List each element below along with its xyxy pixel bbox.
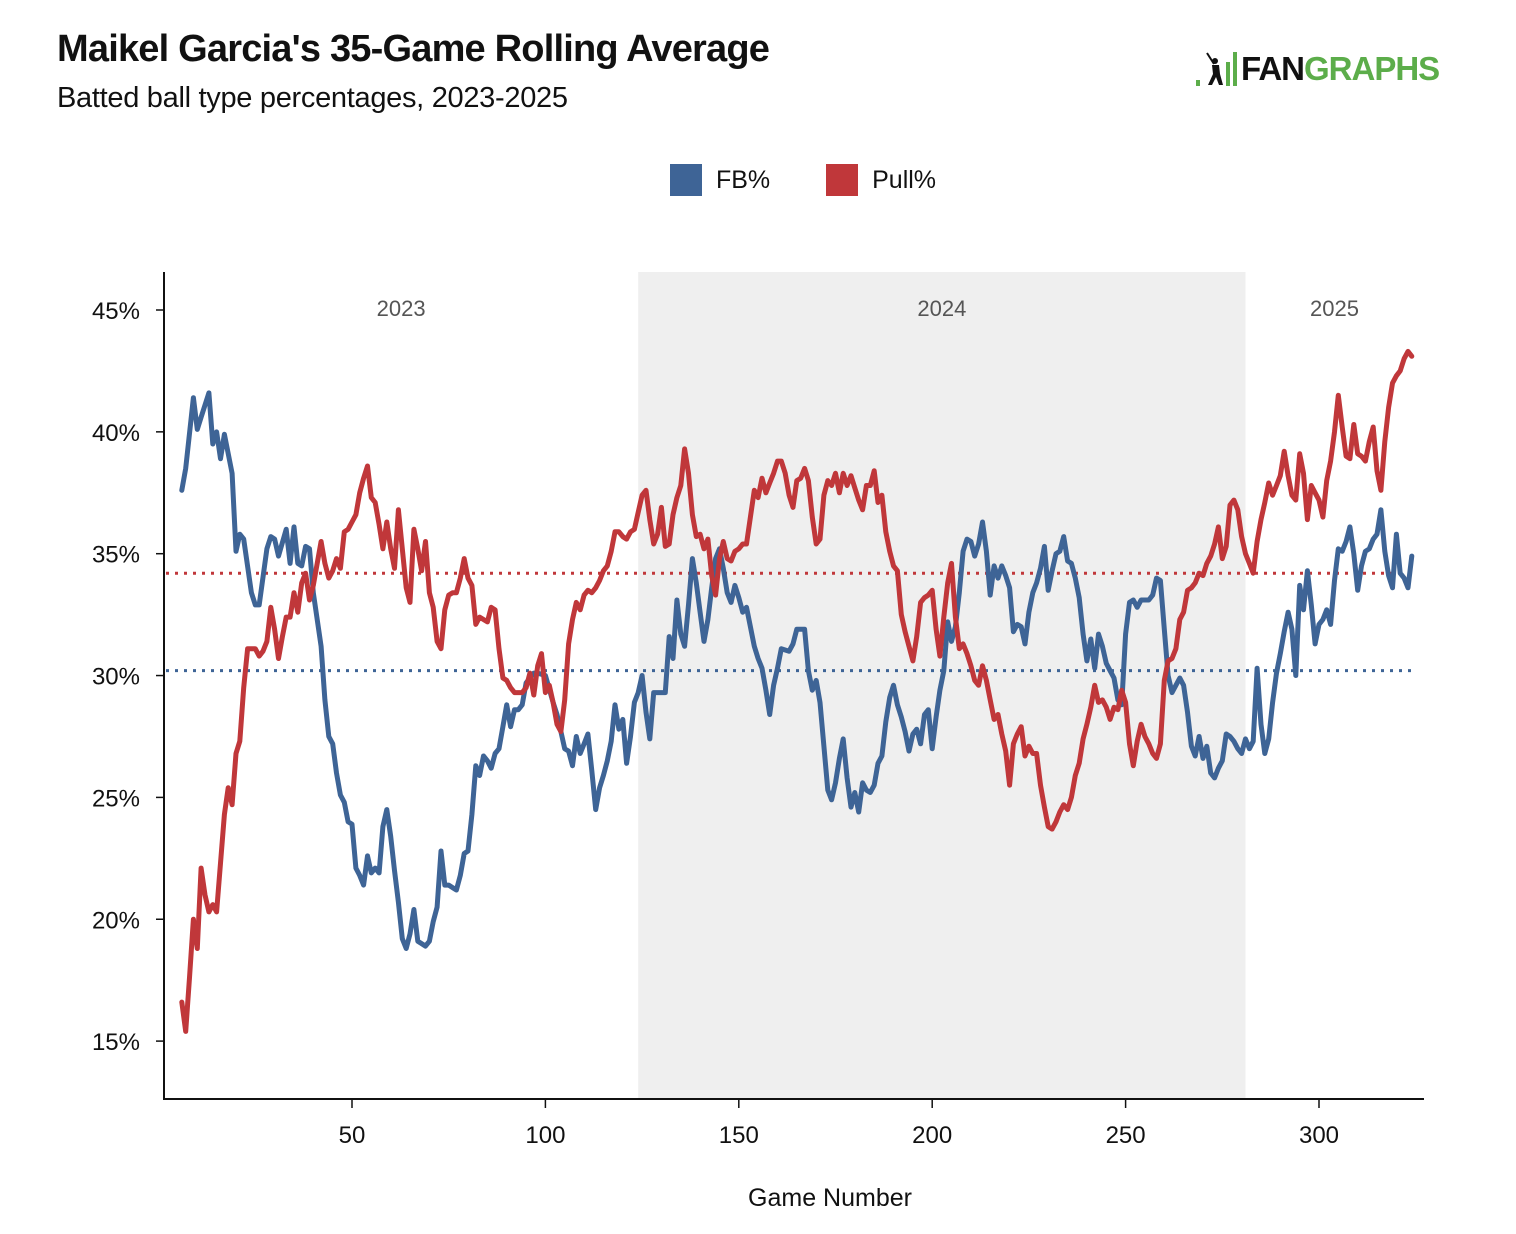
legend-swatch-fb bbox=[669, 164, 702, 196]
y-tick-label: 15% bbox=[92, 1029, 140, 1056]
legend-label-fb: FB% bbox=[715, 165, 771, 194]
axes bbox=[163, 272, 1424, 1100]
fangraphs-logo: FAN GRAPHS bbox=[1196, 46, 1440, 87]
y-tick-label: 35% bbox=[92, 542, 140, 569]
era-label-2025: 2025 bbox=[1310, 296, 1359, 321]
logo-bars-icon-2 bbox=[1226, 52, 1237, 86]
batter-icon bbox=[1206, 52, 1223, 85]
series-lines bbox=[179, 348, 1415, 1034]
logo-text-graphs: GRAPHS bbox=[1304, 50, 1440, 87]
legend-item-pull: Pull% bbox=[826, 164, 936, 196]
x-tick-label: 300 bbox=[1299, 1122, 1339, 1149]
series-line-pull bbox=[179, 348, 1415, 1034]
chart-title: Maikel Garcia's 35-Game Rolling Average bbox=[57, 28, 770, 70]
era-label-2023: 2023 bbox=[377, 296, 426, 321]
logo-bars-icon bbox=[1196, 52, 1200, 86]
series-line-fb bbox=[179, 390, 1415, 951]
x-tick-label: 100 bbox=[525, 1122, 565, 1149]
logo-text-fan: FAN bbox=[1241, 50, 1305, 87]
y-tick-label: 30% bbox=[92, 664, 140, 691]
y-tick-label: 25% bbox=[92, 785, 140, 812]
x-tick-label: 50 bbox=[339, 1122, 366, 1149]
era-label-2024: 2024 bbox=[917, 296, 966, 321]
legend-item-fb: FB% bbox=[669, 164, 771, 196]
y-tick-label: 45% bbox=[92, 298, 140, 325]
x-axis-title: Game Number bbox=[748, 1184, 912, 1212]
era-labels: 2023 2024 2025 bbox=[377, 296, 1359, 321]
y-tick-label: 40% bbox=[92, 420, 140, 447]
chart-subtitle: Batted ball type percentages, 2023-2025 bbox=[57, 82, 568, 114]
legend-swatch-pull bbox=[826, 164, 859, 196]
reference-lines bbox=[166, 571, 1414, 673]
chart-legend: FB% Pull% bbox=[0, 164, 1516, 196]
x-tick-label: 150 bbox=[719, 1122, 759, 1149]
x-ticks: 50 100 150 200 250 300 bbox=[339, 1099, 1339, 1149]
y-tick-label: 20% bbox=[92, 907, 140, 934]
legend-label-pull: Pull% bbox=[872, 165, 937, 194]
x-tick-label: 200 bbox=[912, 1122, 952, 1149]
x-tick-label: 250 bbox=[1106, 1122, 1146, 1149]
y-ticks: 15% 20% 25% 30% 35% 40% 45% bbox=[92, 298, 164, 1056]
